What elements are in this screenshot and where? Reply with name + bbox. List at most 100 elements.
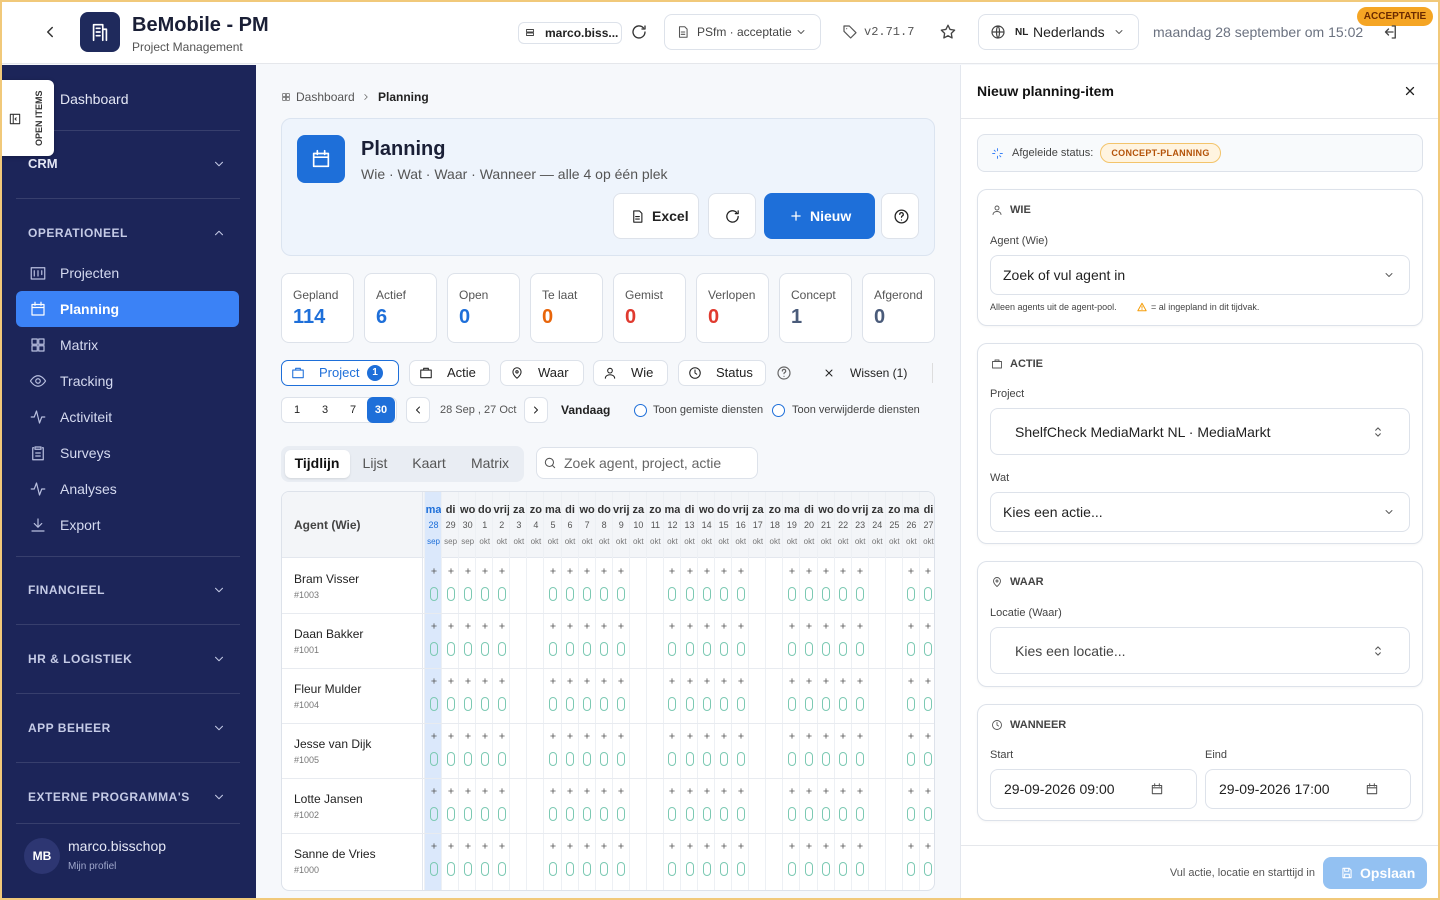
shift-slot[interactable] (463, 807, 472, 821)
add-shift[interactable] (498, 567, 506, 575)
add-shift[interactable] (703, 622, 711, 630)
add-shift[interactable] (583, 677, 591, 685)
shift-slot[interactable] (924, 807, 933, 821)
shift-slot[interactable] (583, 862, 592, 876)
add-shift[interactable] (481, 842, 489, 850)
add-shift[interactable] (430, 842, 438, 850)
shift-slot[interactable] (429, 862, 438, 876)
add-shift[interactable] (566, 842, 574, 850)
nav-item[interactable]: Surveys (60, 445, 111, 461)
shift-slot[interactable] (463, 587, 472, 601)
search-input[interactable] (536, 447, 758, 479)
add-shift[interactable] (600, 787, 608, 795)
add-shift[interactable] (464, 732, 472, 740)
add-shift[interactable] (668, 842, 676, 850)
add-shift[interactable] (617, 842, 625, 850)
add-shift[interactable] (430, 677, 438, 685)
add-shift[interactable] (430, 787, 438, 795)
add-shift[interactable] (668, 787, 676, 795)
today-button[interactable]: Vandaag (561, 402, 611, 417)
add-shift[interactable] (617, 677, 625, 685)
shift-slot[interactable] (736, 587, 745, 601)
shift-slot[interactable] (736, 752, 745, 766)
shift-slot[interactable] (702, 752, 711, 766)
add-shift[interactable] (464, 567, 472, 575)
add-shift[interactable] (583, 622, 591, 630)
shift-slot[interactable] (856, 697, 865, 711)
add-shift[interactable] (822, 622, 830, 630)
shift-slot[interactable] (702, 587, 711, 601)
add-shift[interactable] (737, 732, 745, 740)
add-shift[interactable] (839, 622, 847, 630)
shift-slot[interactable] (497, 862, 506, 876)
add-shift[interactable] (737, 677, 745, 685)
add-shift[interactable] (600, 842, 608, 850)
add-shift[interactable] (856, 567, 864, 575)
shift-slot[interactable] (719, 862, 728, 876)
add-shift[interactable] (788, 567, 796, 575)
add-shift[interactable] (924, 622, 932, 630)
add-shift[interactable] (549, 732, 557, 740)
filter-button[interactable] (500, 360, 584, 386)
shift-slot[interactable] (736, 697, 745, 711)
nav-section[interactable]: FINANCIEEL (28, 582, 105, 597)
add-shift[interactable] (703, 567, 711, 575)
nav-section[interactable]: EXTERNE PROGRAMMA'S (28, 789, 190, 804)
shift-slot[interactable] (804, 862, 813, 876)
shift-slot[interactable] (480, 642, 489, 656)
add-shift[interactable] (617, 732, 625, 740)
shift-slot[interactable] (668, 587, 677, 601)
view-tab[interactable]: Matrix (470, 455, 510, 471)
add-shift[interactable] (839, 567, 847, 575)
prev-period[interactable] (406, 397, 430, 423)
shift-slot[interactable] (480, 807, 489, 821)
shift-slot[interactable] (566, 697, 575, 711)
shift-slot[interactable] (856, 862, 865, 876)
shift-slot[interactable] (839, 807, 848, 821)
nav-item[interactable]: Tracking (60, 373, 114, 389)
shift-slot[interactable] (907, 807, 916, 821)
shift-slot[interactable] (617, 752, 626, 766)
shift-slot[interactable] (822, 752, 831, 766)
range-option[interactable]: 3 (321, 403, 329, 416)
nav-section[interactable]: CRM (28, 156, 58, 171)
shift-slot[interactable] (822, 642, 831, 656)
shift-slot[interactable] (463, 862, 472, 876)
shift-slot[interactable] (446, 862, 455, 876)
refresh-button[interactable] (630, 23, 648, 41)
add-shift[interactable] (498, 622, 506, 630)
shift-slot[interactable] (736, 642, 745, 656)
help-button[interactable] (881, 193, 919, 239)
nav-item[interactable]: Projecten (60, 265, 120, 281)
shift-slot[interactable] (566, 642, 575, 656)
shift-slot[interactable] (668, 807, 677, 821)
add-shift[interactable] (498, 842, 506, 850)
add-shift[interactable] (481, 732, 489, 740)
shift-slot[interactable] (668, 697, 677, 711)
shift-slot[interactable] (600, 862, 609, 876)
nav-section[interactable]: APP BEHEER (28, 720, 111, 735)
refresh-data-button[interactable] (708, 193, 756, 239)
shift-slot[interactable] (600, 697, 609, 711)
add-shift[interactable] (447, 787, 455, 795)
add-shift[interactable] (481, 567, 489, 575)
back-button[interactable] (41, 23, 59, 41)
shift-slot[interactable] (429, 752, 438, 766)
shift-slot[interactable] (839, 642, 848, 656)
add-shift[interactable] (447, 842, 455, 850)
nav-item[interactable]: Export (60, 517, 101, 533)
shift-slot[interactable] (924, 642, 933, 656)
shift-slot[interactable] (583, 752, 592, 766)
shift-slot[interactable] (617, 642, 626, 656)
add-shift[interactable] (924, 677, 932, 685)
excel-button[interactable] (613, 193, 699, 239)
add-shift[interactable] (566, 622, 574, 630)
add-shift[interactable] (686, 567, 694, 575)
add-shift[interactable] (549, 622, 557, 630)
add-shift[interactable] (703, 787, 711, 795)
shift-slot[interactable] (446, 807, 455, 821)
shift-slot[interactable] (617, 697, 626, 711)
shift-slot[interactable] (839, 587, 848, 601)
shift-slot[interactable] (924, 862, 933, 876)
add-shift[interactable] (924, 732, 932, 740)
